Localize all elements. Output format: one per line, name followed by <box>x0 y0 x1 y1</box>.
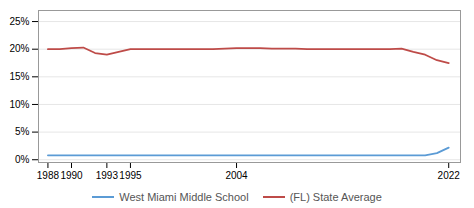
svg-text:15%: 15% <box>9 71 29 82</box>
svg-text:0%: 0% <box>15 154 30 165</box>
svg-text:1993: 1993 <box>96 170 119 181</box>
html-text:West Miami Middle School: West Miami Middle School <box>119 191 249 203</box>
svg-text:1990: 1990 <box>60 170 83 181</box>
svg-text:2004: 2004 <box>225 170 248 181</box>
svg-text:1995: 1995 <box>119 170 142 181</box>
svg-text:20%: 20% <box>9 43 29 54</box>
svg-text:5%: 5% <box>15 126 30 137</box>
html-text:(FL) State Average: (FL) State Average <box>289 191 382 203</box>
svg-text:2022: 2022 <box>438 170 461 181</box>
svg-text:10%: 10% <box>9 99 29 110</box>
svg-text:25%: 25% <box>9 16 29 27</box>
svg-text:1988: 1988 <box>37 170 60 181</box>
